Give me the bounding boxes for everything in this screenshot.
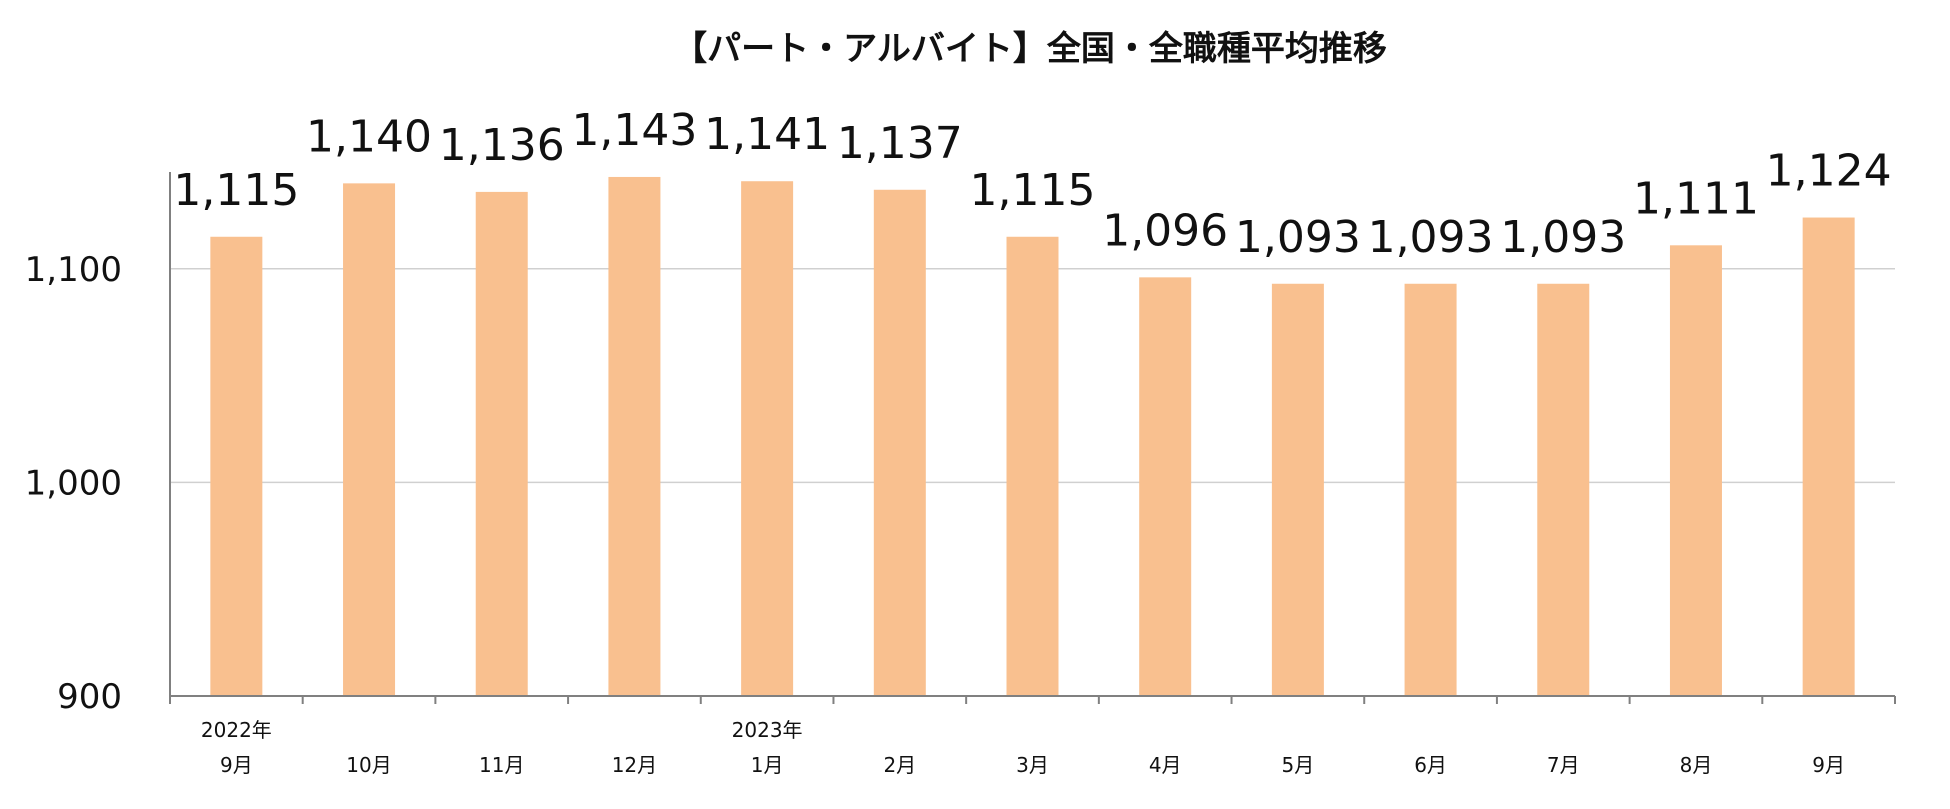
x-tick-label: 12月 (612, 753, 657, 777)
y-axis-ticks: 900 1,000 1,100 (25, 250, 122, 717)
bar (1537, 283, 1590, 696)
x-tick-label: 9月 (220, 753, 253, 777)
bar (475, 191, 528, 697)
y-tick-label: 1,100 (25, 250, 122, 290)
x-tick-label: 11月 (479, 753, 524, 777)
x-tick-label: 5月 (1282, 753, 1315, 777)
data-label: 1,093 (1368, 212, 1494, 263)
y-tick-label: 1,000 (25, 463, 122, 503)
data-label: 1,143 (571, 105, 697, 156)
bar (741, 181, 794, 696)
data-label: 1,115 (173, 165, 299, 216)
x-year-label: 2023年 (732, 718, 803, 742)
axes (169, 172, 1896, 704)
bar (1271, 283, 1324, 696)
x-tick-label: 7月 (1547, 753, 1580, 777)
bar (343, 183, 396, 697)
bar (608, 176, 661, 696)
x-tick-label: 6月 (1414, 753, 1447, 777)
x-year-label: 2022年 (201, 718, 272, 742)
data-label: 1,093 (1500, 212, 1626, 263)
data-label: 1,137 (837, 118, 963, 169)
y-tick-label: 900 (57, 677, 122, 717)
x-axis-labels: 2022年 9月 10月 11月 12月 2023年 1月 2月 3月 4月 5月 6月 7月 8月 9月 (201, 718, 1845, 777)
bar (1802, 217, 1855, 696)
bar (1139, 277, 1192, 696)
data-label: 1,093 (1235, 212, 1361, 263)
bar (1006, 236, 1059, 696)
x-tick-label: 10月 (346, 753, 391, 777)
data-label: 1,140 (306, 111, 432, 162)
bar (873, 189, 926, 696)
bar (210, 236, 263, 696)
bar (1669, 245, 1722, 696)
x-tick-label: 1月 (751, 753, 784, 777)
data-label: 1,124 (1766, 146, 1892, 197)
x-tick-label: 3月 (1016, 753, 1049, 777)
data-label: 1,141 (704, 109, 830, 160)
x-tick-label: 4月 (1149, 753, 1182, 777)
x-tick-label: 2月 (883, 753, 916, 777)
data-label: 1,115 (970, 165, 1096, 216)
bar (1404, 283, 1457, 696)
data-label: 1,136 (439, 120, 565, 171)
chart-title: 【パート・アルバイト】全国・全職種平均推移 (673, 29, 1387, 69)
x-tick-label: 8月 (1680, 753, 1713, 777)
x-tick-label: 9月 (1812, 753, 1845, 777)
data-label: 1,096 (1102, 205, 1228, 256)
data-label: 1,111 (1633, 173, 1759, 224)
bars (210, 176, 1855, 697)
